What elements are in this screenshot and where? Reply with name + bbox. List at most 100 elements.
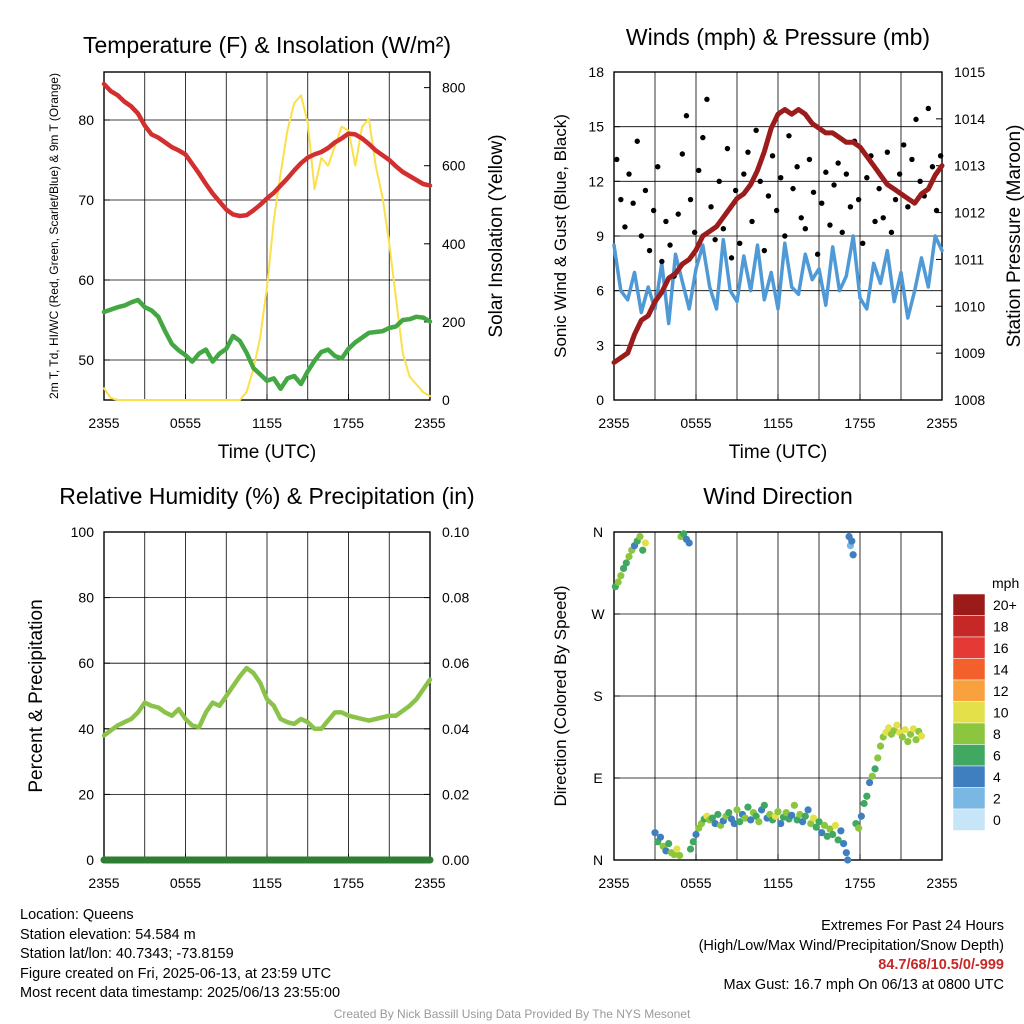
wind-series-2-point bbox=[896, 171, 903, 177]
dir-direction-point bbox=[782, 809, 790, 817]
temp-x-tick-label: 0555 bbox=[170, 415, 201, 431]
wind-series-2-point bbox=[675, 211, 681, 217]
wind-series-2-point bbox=[749, 218, 755, 225]
dir-direction-point bbox=[863, 792, 871, 800]
wind-y-tick-label: 3 bbox=[596, 337, 604, 353]
dir-direction-point bbox=[871, 765, 879, 773]
wind-y2-tick-label: 1015 bbox=[954, 64, 985, 80]
dir-direction-point bbox=[901, 726, 909, 734]
dir-y-axis-label: Direction (Colored By Speed) bbox=[551, 585, 570, 806]
temp-y-tick-label: 80 bbox=[78, 112, 94, 128]
dir-direction-point bbox=[857, 812, 865, 820]
dir-legend-swatch bbox=[952, 615, 986, 638]
wind-series-2-point bbox=[696, 167, 702, 174]
wind-series-2-point bbox=[650, 207, 657, 214]
dir-legend-label: 18 bbox=[993, 618, 1009, 634]
wind-series-2-point bbox=[778, 174, 784, 181]
wind-series-2-point bbox=[798, 215, 804, 221]
wind-series-2-point bbox=[626, 171, 632, 177]
wind-series-2-point bbox=[782, 233, 788, 239]
wind-series-2-point bbox=[888, 229, 895, 236]
dir-direction-point bbox=[807, 819, 815, 828]
dir-y-tick-label: S bbox=[593, 688, 602, 704]
dir-direction-point bbox=[614, 578, 622, 586]
rh-y2-tick-label: 0.04 bbox=[442, 721, 469, 737]
dir-direction-point bbox=[890, 727, 898, 735]
dir-direction-point bbox=[714, 810, 722, 819]
dir-direction-point bbox=[860, 799, 868, 808]
dir-direction-point bbox=[708, 814, 717, 822]
wind-series-2-point bbox=[872, 218, 878, 225]
wind-series-2-point bbox=[913, 116, 919, 123]
wind-series-2-point bbox=[802, 226, 809, 232]
dir-legend-swatch bbox=[952, 808, 986, 831]
temp-y-tick-label: 60 bbox=[78, 272, 94, 288]
wind-series-2-point bbox=[794, 164, 800, 170]
wind-series-2-point bbox=[790, 185, 796, 192]
wind-series-2-point bbox=[855, 196, 862, 203]
dir-legend-label: 4 bbox=[993, 769, 1001, 785]
dir-direction-point bbox=[686, 845, 695, 853]
temp-title: Temperature (F) & Insolation (W/m²) bbox=[83, 32, 451, 58]
dir-direction-point bbox=[917, 732, 926, 740]
wind-series-2-point bbox=[646, 247, 653, 254]
wind-series-2-point bbox=[839, 229, 845, 236]
dir-direction-point bbox=[736, 818, 744, 826]
dir-direction-point bbox=[796, 810, 804, 819]
dir-direction-point bbox=[741, 814, 749, 822]
dir-direction-point bbox=[790, 801, 799, 809]
dir-direction-point bbox=[906, 730, 915, 738]
wind-series-2-point bbox=[691, 229, 698, 236]
dir-legend-swatch bbox=[952, 765, 986, 788]
wind-y2-tick-label: 1009 bbox=[954, 345, 985, 361]
wind-title: Winds (mph) & Pressure (mb) bbox=[626, 24, 930, 50]
wind-series-2-point bbox=[917, 178, 923, 185]
rh-y-tick-label: 60 bbox=[78, 655, 94, 671]
dir-direction-point bbox=[844, 856, 852, 864]
wind-series-2-point bbox=[679, 151, 686, 157]
dir-direction-point bbox=[747, 816, 755, 824]
dir-direction-point bbox=[656, 833, 665, 841]
rh-y2-tick-label: 0.08 bbox=[442, 590, 469, 606]
dir-direction-point bbox=[812, 823, 820, 831]
rh-x-tick-label: 1155 bbox=[252, 875, 282, 891]
dir-direction-point bbox=[689, 838, 697, 846]
wind-series-2-point bbox=[769, 153, 776, 159]
rh-y2-tick-label: 0.02 bbox=[442, 786, 469, 802]
temp-series-2-line bbox=[103, 94, 431, 401]
dir-legend-label: 0 bbox=[993, 812, 1001, 828]
dir-direction-point bbox=[876, 742, 885, 750]
temp-series-1-line bbox=[101, 297, 433, 392]
dir-direction-point bbox=[815, 818, 823, 826]
rh-y2-tick-label: 0.10 bbox=[442, 524, 469, 540]
dir-direction-point bbox=[641, 539, 650, 547]
dir-y-tick-label: N bbox=[593, 524, 603, 540]
wind-series-2-point bbox=[823, 169, 829, 175]
temp-y-tick-label: 70 bbox=[78, 192, 94, 208]
dir-x-tick-label: 2355 bbox=[926, 875, 957, 891]
wind-series-2-point bbox=[745, 149, 751, 155]
dir-legend-label: 10 bbox=[993, 704, 1009, 720]
station-elevation: Station elevation: 54.584 m bbox=[20, 926, 196, 943]
dir-direction-point bbox=[831, 821, 840, 829]
wind-series-2-point bbox=[810, 189, 817, 195]
rh-y-tick-label: 0 bbox=[86, 852, 94, 868]
dir-direction-point bbox=[799, 818, 807, 826]
wind-series-2-point bbox=[663, 218, 669, 225]
extremes-subtitle: (High/Low/Max Wind/Precipitation/Snow De… bbox=[698, 937, 1004, 954]
rh-y-tick-label: 40 bbox=[78, 721, 94, 737]
dir-direction-point bbox=[840, 840, 848, 848]
wind-series-2-point bbox=[827, 222, 833, 228]
rh-x-tick-label: 2355 bbox=[414, 875, 445, 891]
rh-title: Relative Humidity (%) & Precipitation (i… bbox=[59, 483, 474, 509]
dir-direction-point bbox=[874, 754, 882, 762]
temp-x-tick-label: 1155 bbox=[252, 415, 282, 431]
dir-direction-point bbox=[826, 825, 834, 833]
dir-direction-point bbox=[793, 816, 801, 824]
dir-direction-point bbox=[848, 537, 856, 545]
rh-y-tick-label: 100 bbox=[71, 524, 95, 540]
wind-series-2-point bbox=[864, 174, 870, 181]
wind-series-0-line bbox=[612, 234, 944, 326]
wind-series-2-point bbox=[884, 149, 891, 155]
wind-y-tick-label: 18 bbox=[588, 64, 604, 80]
